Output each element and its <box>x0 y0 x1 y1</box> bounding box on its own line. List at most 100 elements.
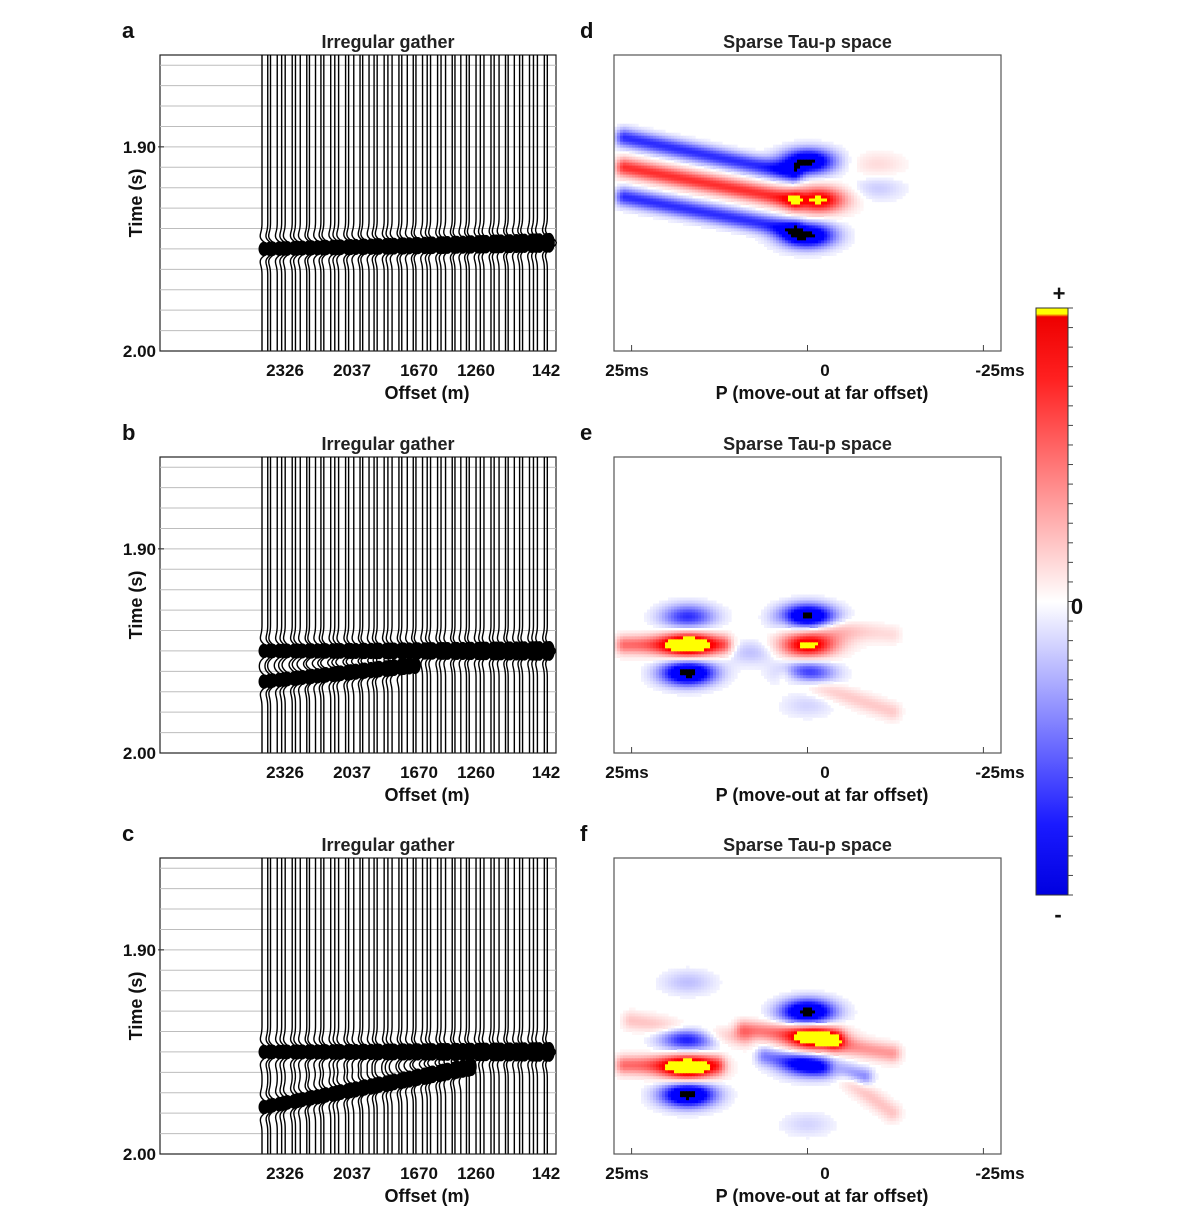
heat-cell <box>818 228 822 232</box>
heat-cell <box>647 141 651 146</box>
heat-cell <box>674 597 678 602</box>
heat-cell <box>689 600 693 605</box>
heat-cell <box>704 669 708 673</box>
heat-cell <box>794 147 798 152</box>
heat-cell <box>638 162 642 167</box>
heat-cell <box>722 171 726 176</box>
heat-cell <box>782 240 786 244</box>
heat-cell <box>854 192 858 197</box>
heat-cell <box>815 654 819 658</box>
heat-cell <box>677 597 681 602</box>
heat-cell <box>881 177 885 182</box>
y-tick-label: 1.90 <box>123 941 156 960</box>
heat-cell <box>821 252 825 256</box>
heat-cell <box>878 189 882 194</box>
heat-cell <box>722 183 726 188</box>
heat-cell <box>695 153 699 158</box>
heat-cell <box>677 648 681 652</box>
heat-cell <box>857 159 861 164</box>
heat-cell <box>788 210 792 215</box>
heat-cell <box>848 648 852 652</box>
heat-cell <box>815 669 819 673</box>
heat-cell <box>845 621 849 626</box>
heat-cell <box>863 186 867 191</box>
heat-cell <box>647 165 651 170</box>
heat-cell <box>800 153 804 158</box>
trace <box>535 457 547 753</box>
heat-cell <box>650 183 654 188</box>
heat-cell <box>734 144 738 149</box>
heat-cell <box>710 603 714 608</box>
heat-cell <box>710 207 714 212</box>
heat-cell <box>869 624 873 629</box>
heat-cell <box>803 219 807 224</box>
heat-cell <box>641 144 645 149</box>
x-tick-label: 0 <box>820 361 829 380</box>
heat-cell <box>617 645 621 649</box>
heat-cell <box>683 210 687 215</box>
heat-cell <box>623 162 627 167</box>
heat-cell <box>713 156 717 161</box>
heat-cell <box>773 228 777 232</box>
heat-cell <box>710 144 714 149</box>
heat-cell <box>695 630 699 634</box>
heat-cell <box>656 153 660 158</box>
heat-cell <box>749 216 753 221</box>
heat-cell <box>806 213 810 218</box>
trace <box>277 457 291 753</box>
heat-cell <box>830 186 834 191</box>
heat-cell <box>722 153 726 158</box>
heat-cell <box>776 249 780 253</box>
heat-cell <box>791 201 795 206</box>
heat-cell <box>662 207 666 212</box>
heat-cell <box>668 675 672 679</box>
heat-cell <box>650 213 654 218</box>
heat-cell <box>794 210 798 215</box>
heat-cell <box>665 648 669 652</box>
heat-cell <box>839 231 843 235</box>
heat-cell <box>683 159 687 164</box>
heat-cell <box>869 150 873 155</box>
heat-cell <box>662 654 666 658</box>
heat-cell <box>725 186 729 191</box>
heat-cell <box>812 183 816 188</box>
heat-cell <box>851 609 855 614</box>
trace <box>466 457 479 753</box>
heat-cell <box>818 198 822 203</box>
heat-cell <box>668 615 672 620</box>
heat-cell <box>800 201 804 206</box>
heat-cell <box>671 132 675 137</box>
heat-cell <box>884 189 888 194</box>
heat-cell <box>692 150 696 155</box>
heat-cell <box>707 651 711 655</box>
heat-cell <box>644 201 648 206</box>
heat-cell <box>722 213 726 218</box>
heat-cell <box>746 183 750 188</box>
heat-cell <box>782 189 786 194</box>
heat-cell <box>821 144 825 149</box>
heat-cell <box>659 165 663 170</box>
heat-cell <box>779 651 783 655</box>
heat-cell <box>848 669 852 673</box>
heat-cell <box>779 153 783 158</box>
trace <box>443 55 456 351</box>
heat-cell <box>821 231 825 235</box>
heat-cell <box>824 186 828 191</box>
heat-cell <box>695 645 699 649</box>
heat-cell <box>797 177 801 182</box>
heat-cell <box>698 216 702 221</box>
heat-cell <box>797 624 801 629</box>
heat-cell <box>824 648 828 652</box>
heat-cell <box>875 642 879 646</box>
heat-cell <box>869 195 873 200</box>
heat-cell <box>668 660 672 664</box>
x-tick-label: 25ms <box>605 361 648 380</box>
heat-cell <box>686 609 690 614</box>
heat-cell <box>845 222 849 227</box>
heat-cell <box>653 192 657 197</box>
heat-cell <box>713 180 717 185</box>
heat-cell <box>806 192 810 197</box>
heat-cell <box>779 192 783 197</box>
heat-cell <box>758 153 762 158</box>
heat-cell <box>686 168 690 173</box>
